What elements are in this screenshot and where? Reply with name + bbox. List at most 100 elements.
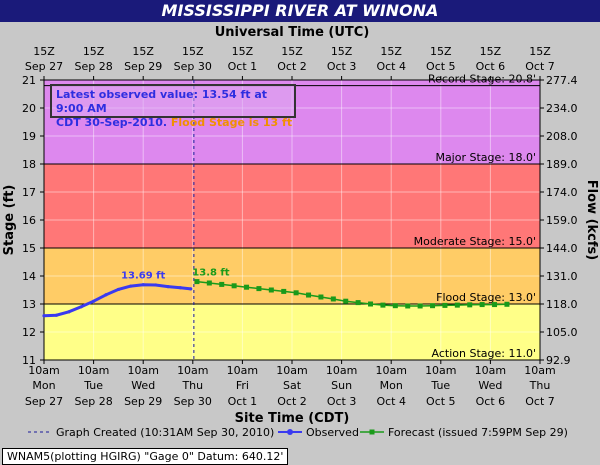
top-tick-label: Oct 6: [476, 60, 506, 73]
forecast-point: [206, 280, 212, 286]
left-tick-label: 20: [22, 102, 36, 115]
forecast-peak-label: 13.8 ft: [192, 268, 230, 279]
bottom-tick-label: Sep 29: [124, 395, 162, 408]
bottom-tick-label: 10am: [276, 364, 307, 377]
top-tick-label: 15Z: [33, 45, 55, 58]
observed-point: [79, 305, 83, 309]
observed-point: [116, 287, 120, 292]
bottom-tick-label: 10am: [425, 364, 456, 377]
bottom-tick-label: Sat: [283, 379, 302, 392]
left-tick-label: 11: [22, 354, 36, 367]
bottom-tick-label: Oct 7: [525, 395, 555, 408]
left-tick-label: 19: [22, 130, 36, 143]
forecast-point: [281, 288, 287, 294]
bottom-tick-label: Oct 5: [426, 395, 456, 408]
bottom-tick-label: 10am: [227, 364, 258, 377]
stage-threshold-lines: Record Stage: 20.8' Major Stage: 18.0' Mod…: [44, 73, 540, 360]
left-tick-label: 13: [22, 298, 36, 311]
observed-point: [166, 285, 170, 289]
top-tick-label: Oct 2: [277, 60, 307, 73]
stage-threshold-label: Moderate Stage: 15.0': [414, 235, 536, 248]
bottom-tick-label: 10am: [177, 364, 208, 377]
forecast-point: [479, 302, 485, 308]
top-tick-label: Sep 27: [25, 60, 63, 73]
forecast-point: [392, 303, 398, 309]
forecast-point: [231, 283, 237, 289]
observed-point: [178, 286, 182, 290]
forecast-point: [368, 301, 374, 307]
left-tick-label: 18: [22, 158, 36, 171]
bottom-tick-label: 10am: [28, 364, 59, 377]
forecast-point: [492, 302, 498, 308]
forecast-point: [268, 287, 274, 293]
forecast-point: [293, 290, 299, 296]
bottom-tick-label: Oct 4: [376, 395, 406, 408]
observed-point: [54, 313, 59, 317]
forecast-point: [405, 303, 411, 309]
right-tick-label: 159.0: [546, 214, 578, 227]
bottom-tick-label: 10am: [78, 364, 109, 377]
forecast-point: [454, 302, 460, 308]
observed-line2: CDT 30-Sep-2010.: [56, 116, 168, 129]
bottom-tick-label: 10am: [475, 364, 506, 377]
bottom-tick-label: Oct 1: [228, 395, 258, 408]
bottom-tick-label: Oct 2: [277, 395, 307, 408]
forecast-point: [219, 281, 225, 287]
top-tick-label: 15Z: [380, 45, 402, 58]
bottom-tick-label: Oct 6: [476, 395, 506, 408]
forecast-point: [306, 292, 312, 298]
bottom-tick-label: Tue: [430, 379, 450, 392]
stage-band: [44, 304, 540, 360]
observed-point: [141, 283, 145, 287]
stage-band: [44, 248, 540, 304]
chart-title: MISSISSIPPI RIVER AT WINONA: [0, 0, 600, 22]
left-axis-title: Stage (ft): [2, 185, 17, 256]
left-tick-label: 15: [22, 242, 36, 255]
observed-peak-label: 13.69 ft: [121, 271, 165, 282]
right-tick-label: 234.0: [546, 102, 578, 115]
top-tick-label: Oct 4: [376, 60, 406, 73]
bottom-tick-label: Thu: [181, 379, 203, 392]
top-tick-label: 15Z: [331, 45, 353, 58]
top-tick-label: Oct 7: [525, 60, 555, 73]
bottom-tick-label: Fri: [236, 379, 249, 392]
observed-point: [104, 293, 108, 297]
forecast-point: [355, 300, 361, 306]
bottom-tick-label: 10am: [375, 364, 406, 377]
plotting-note: WNAM5(plotting HGIRG) "Gage 0" Datum: 64…: [2, 448, 289, 465]
bottom-tick-label: Sep 30: [174, 395, 212, 408]
observed-point: [189, 287, 193, 291]
stage-threshold-label: Flood Stage: 13.0': [436, 291, 536, 304]
bottom-tick-label: 10am: [524, 364, 555, 377]
forecast-point: [430, 303, 436, 309]
forecast-point: [380, 302, 386, 308]
top-tick-label: Sep 30: [174, 60, 212, 73]
stage-threshold-label: Action Stage: 11.0': [432, 347, 536, 360]
observed-point: [129, 284, 133, 288]
series: 13.69 ft 13.8 ft: [42, 268, 510, 318]
bottom-tick-label: Sun: [331, 379, 352, 392]
legend-created-label: Graph Created (10:31AM Sep 30, 2010): [56, 426, 274, 439]
bottom-tick-label: Tue: [83, 379, 103, 392]
forecast-point: [318, 294, 324, 300]
right-tick-label: 131.0: [546, 270, 578, 283]
forecast-point: [194, 279, 200, 285]
right-tick-label: 105.0: [546, 326, 578, 339]
bottom-tick-label: Sep 27: [25, 395, 63, 408]
observed-point: [42, 314, 46, 318]
forecast-point: [256, 286, 262, 292]
legend-forecast-marker: [369, 429, 375, 435]
right-tick-label: 174.0: [546, 186, 578, 199]
top-tick-label: 15Z: [281, 45, 303, 58]
forecast-point: [442, 302, 448, 308]
top-tick-label: Oct 3: [327, 60, 357, 73]
top-tick-label: Sep 28: [74, 60, 112, 73]
left-tick-label: 16: [22, 214, 36, 227]
bottom-tick-label: Mon: [32, 379, 55, 392]
top-tick-label: 15Z: [132, 45, 154, 58]
right-tick-label: 277.4: [546, 74, 578, 87]
bottom-tick-label: Sep 28: [74, 395, 112, 408]
left-tick-label: 14: [22, 270, 36, 283]
bottom-tick-label: 10am: [326, 364, 357, 377]
